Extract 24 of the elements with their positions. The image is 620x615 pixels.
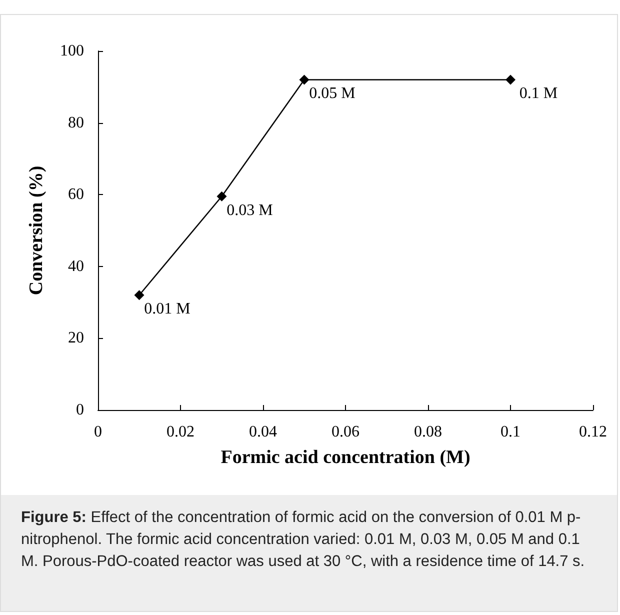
annotation: 0.1 M: [519, 85, 558, 102]
y-tick-label: 60: [68, 186, 84, 204]
y-axis-title: Conversion (%): [26, 166, 47, 296]
point: [134, 290, 144, 300]
y-tick-label: 40: [68, 258, 84, 275]
x-axis-title: Formic acid concentration (M): [220, 447, 470, 468]
x-tick-label: 0.02: [166, 424, 194, 440]
x-tick-label: 0: [94, 424, 102, 440]
y-tick-label: 100: [60, 42, 84, 60]
x-tick-label: 0.1: [500, 424, 520, 440]
y-tick-label: 20: [68, 330, 84, 347]
x-tick-label: 0.04: [249, 424, 277, 440]
annotation: 0.03 M: [226, 202, 273, 219]
y-tick-label: 80: [68, 114, 84, 132]
x-tick-label: 0.08: [414, 424, 442, 440]
x-tick-label: 0.12: [579, 424, 607, 440]
point: [299, 74, 310, 85]
caption: Figure 5: Effect of the concentration of formic acid on the conversion of 0.01 M p-nitrophenol. The formic acid concentration varied: 0.01 M, 0.03 M, 0.05 M and 0.1 M. Porous-PdO-coated reactor was used at 30 °C, with a residence time of 14.7 s.: [21, 508, 586, 572]
point: [506, 74, 516, 85]
annotation: 0.05 M: [309, 85, 356, 102]
x-tick-label: 0.06: [332, 424, 360, 440]
annotation: 0.01 M: [144, 300, 190, 318]
y-tick-label: 0: [76, 402, 84, 418]
point: [216, 191, 227, 202]
